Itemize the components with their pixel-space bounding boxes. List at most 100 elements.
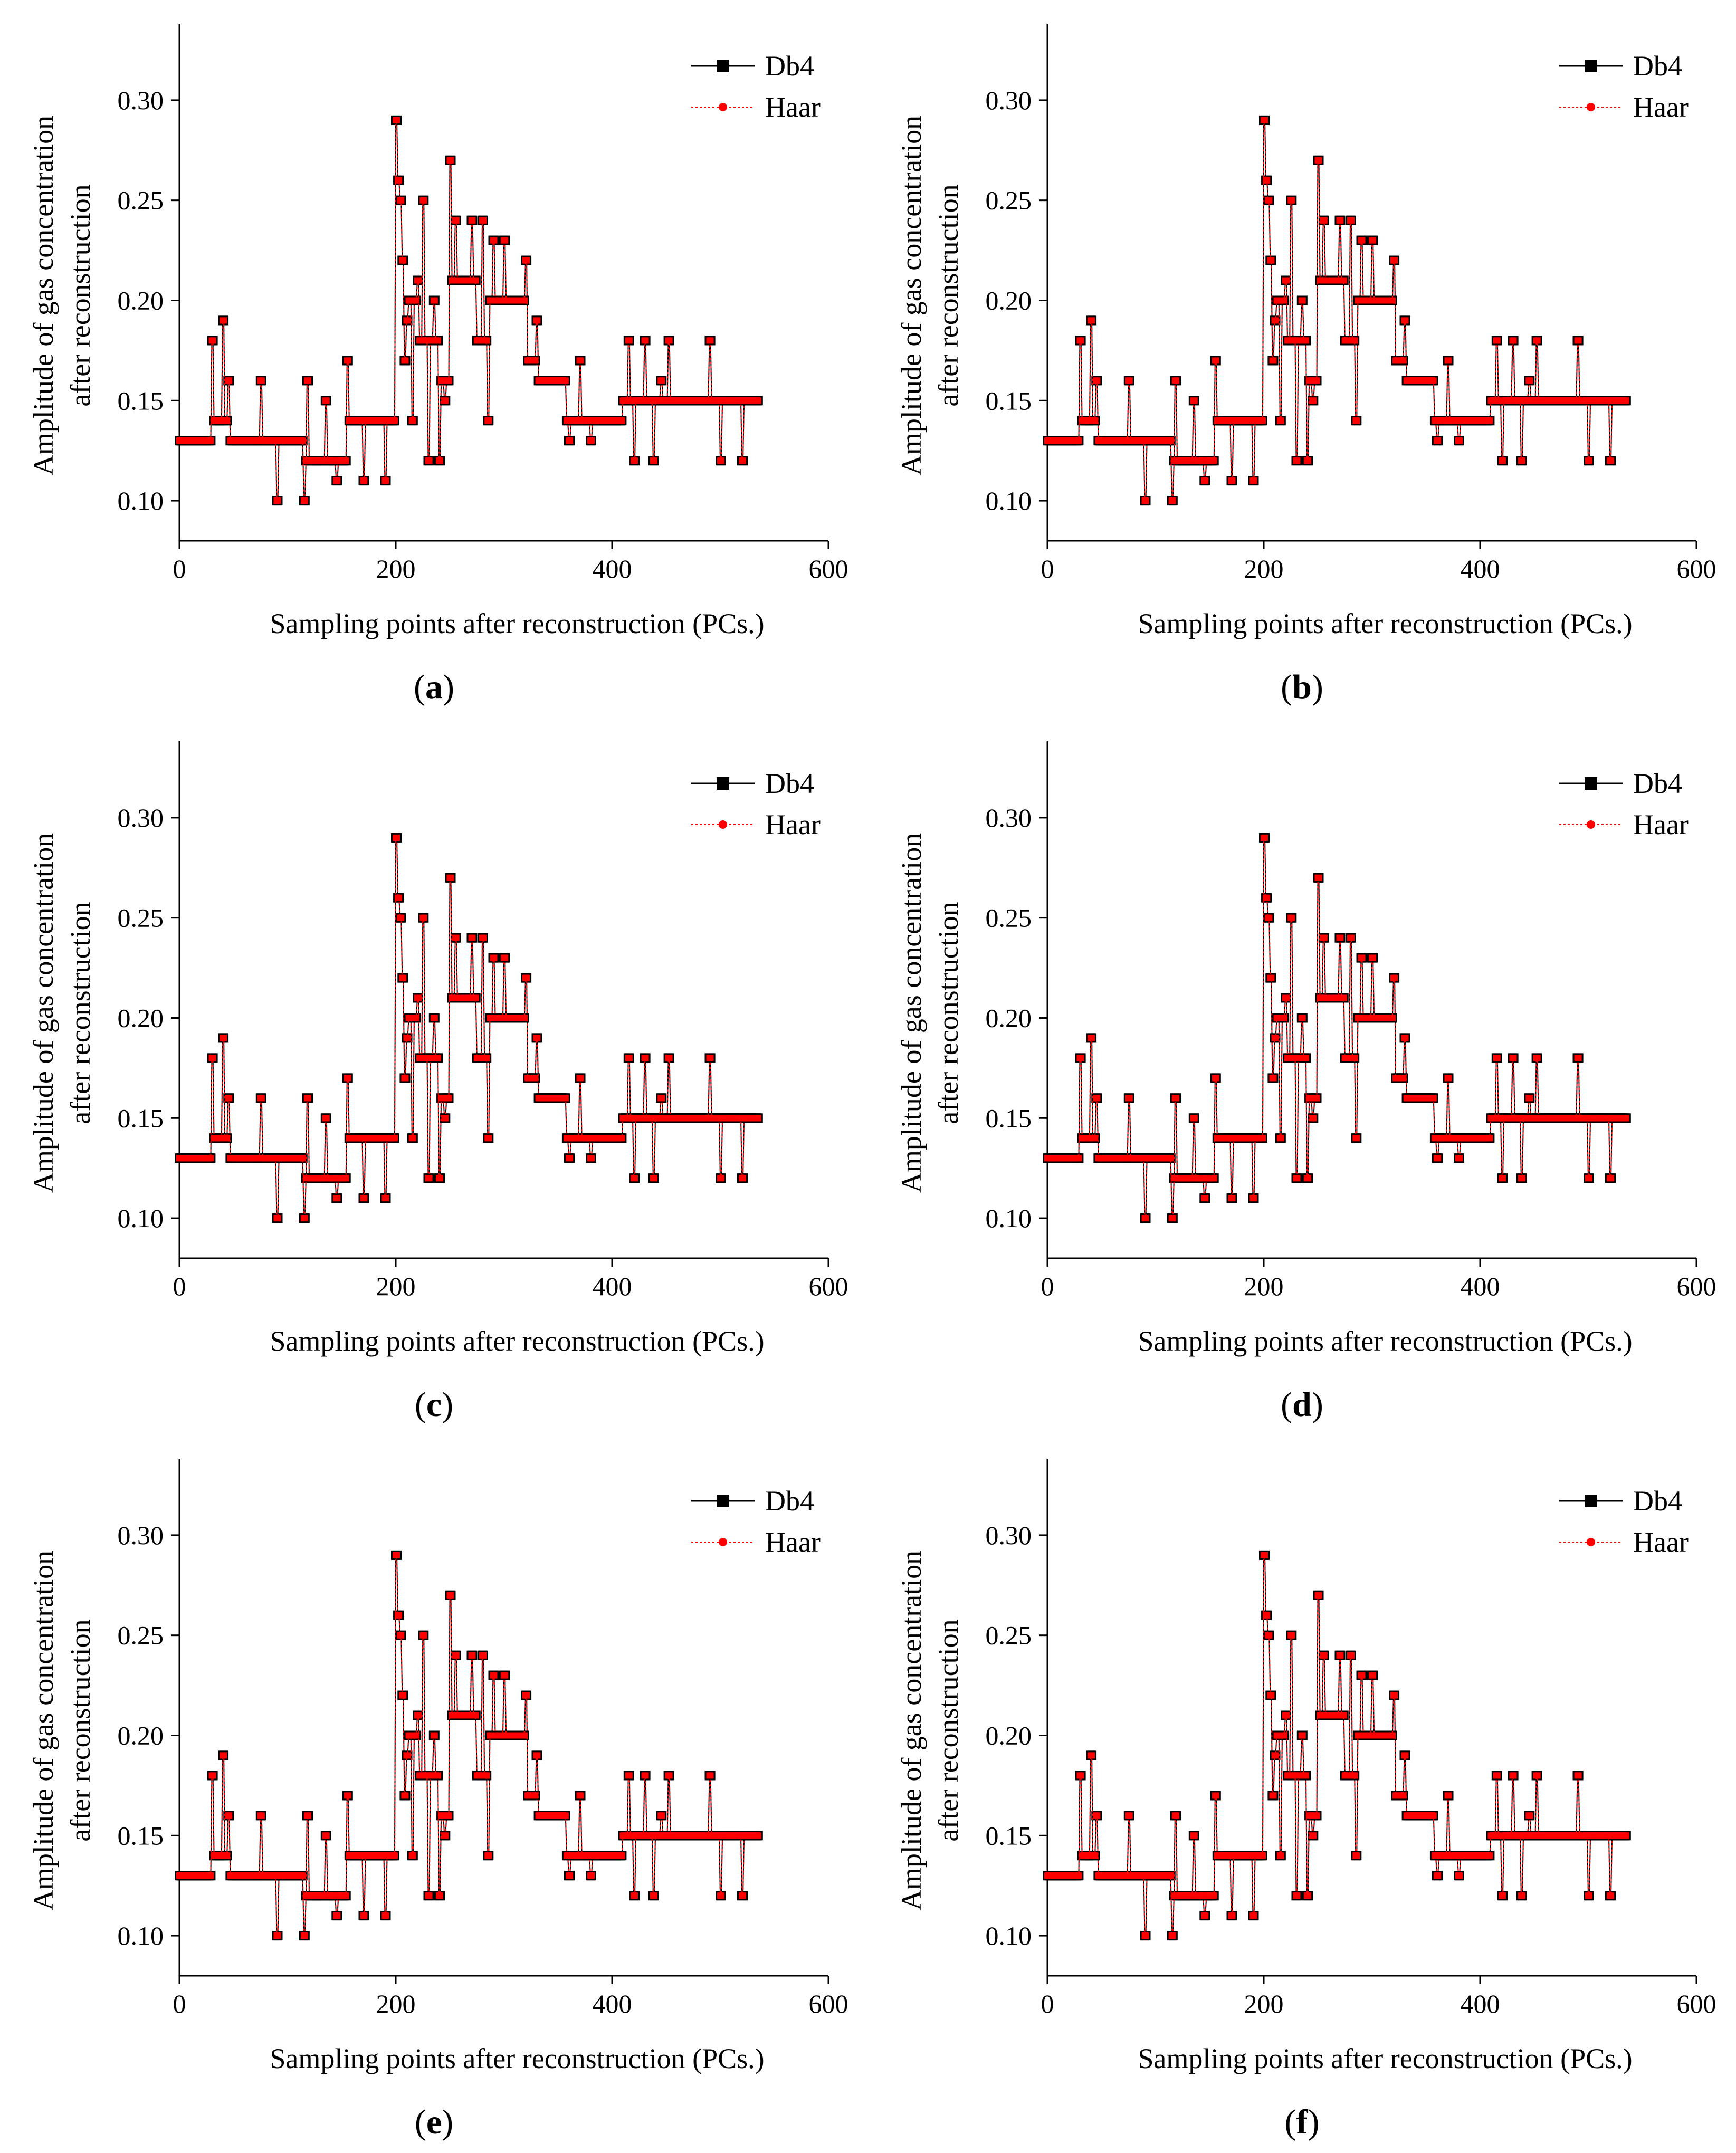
- haar-point: [1494, 337, 1501, 344]
- haar-point: [666, 337, 673, 344]
- haar-point: [1313, 1095, 1320, 1102]
- series-db4-markers: [1043, 115, 1631, 506]
- x-tick-label: 200: [376, 1271, 416, 1301]
- y-axis-label-line2: after reconstruction: [64, 184, 96, 406]
- haar-point: [361, 1195, 368, 1202]
- x-tick-label: 600: [1677, 1271, 1716, 1301]
- haar-point: [415, 277, 422, 284]
- haar-point: [1575, 337, 1582, 344]
- y-tick-label: 0.10: [118, 1921, 164, 1950]
- legend-haar-marker: [719, 103, 727, 111]
- x-axis-label: Sampling points after reconstruction (PC…: [270, 2043, 764, 2074]
- series-haar-markers: [1044, 117, 1629, 504]
- haar-point: [1142, 497, 1149, 504]
- haar-point: [301, 497, 308, 504]
- haar-point: [1277, 1135, 1284, 1142]
- haar-point: [413, 1015, 419, 1021]
- haar-point: [1351, 1055, 1358, 1061]
- x-tick-label: 600: [1677, 554, 1716, 583]
- haar-point: [1370, 237, 1377, 244]
- series-db4-markers: [175, 115, 763, 506]
- haar-point: [361, 477, 368, 484]
- haar-point: [1402, 317, 1409, 324]
- haar-point: [1210, 1175, 1217, 1182]
- haar-point: [1608, 1175, 1614, 1182]
- y-tick-label: 0.15: [986, 386, 1032, 415]
- haar-point: [1340, 994, 1347, 1001]
- legend-db4-marker: [1585, 60, 1597, 72]
- x-tick-label: 0: [173, 1271, 186, 1301]
- haar-point: [1262, 117, 1268, 123]
- haar-point: [502, 954, 509, 961]
- haar-point: [1510, 1055, 1517, 1061]
- haar-point: [383, 477, 389, 484]
- haar-point: [1092, 417, 1099, 424]
- haar-point: [651, 1175, 657, 1182]
- haar-point: [1359, 237, 1366, 244]
- panel-c: 0 200 400 600 0.10 0.15 0.20 0.25 0.30 Sampling p…: [0, 717, 868, 1435]
- haar-point: [209, 337, 216, 344]
- haar-point: [1229, 1195, 1236, 1202]
- series-db4-markers: [175, 833, 763, 1223]
- haar-point: [421, 197, 427, 204]
- legend-db4-label: Db4: [1633, 768, 1682, 799]
- haar-point: [274, 1215, 281, 1222]
- haar-point: [1191, 1115, 1198, 1122]
- haar-point: [447, 157, 454, 164]
- haar-point: [402, 357, 409, 364]
- haar-point: [1310, 397, 1317, 404]
- haar-point: [1289, 197, 1295, 204]
- haar-point: [755, 1115, 761, 1122]
- haar-point: [1262, 834, 1268, 841]
- series-haar-markers: [176, 834, 761, 1222]
- haar-point: [334, 477, 341, 484]
- haar-point: [1202, 477, 1209, 484]
- haar-point: [1391, 257, 1398, 264]
- haar-point: [651, 457, 657, 464]
- series-db4-markers: [1043, 833, 1631, 1223]
- haar-point: [1586, 1175, 1592, 1182]
- legend-db4-marker: [1585, 777, 1597, 790]
- haar-point: [396, 177, 403, 184]
- haar-point: [334, 1195, 341, 1202]
- haar-point: [301, 1215, 308, 1222]
- y-tick-label: 0.30: [118, 85, 164, 115]
- haar-point: [323, 1115, 330, 1122]
- legend-db4-label: Db4: [765, 50, 814, 82]
- haar-point: [1281, 297, 1287, 304]
- legend-haar-marker: [1587, 103, 1595, 111]
- haar-point: [1305, 457, 1311, 464]
- y-tick-label: 0.15: [118, 386, 164, 415]
- haar-point: [626, 1055, 633, 1061]
- haar-point: [1519, 1175, 1525, 1182]
- haar-point: [426, 457, 433, 464]
- haar-point: [224, 1135, 231, 1142]
- haar-point: [394, 834, 400, 841]
- y-axis-label-line1: Amplitude of gas concentration: [27, 833, 59, 1193]
- haar-point: [534, 1035, 541, 1041]
- haar-point: [1400, 1075, 1407, 1082]
- x-tick-label: 400: [593, 554, 632, 583]
- haar-point: [1260, 417, 1266, 424]
- haar-point: [1281, 1015, 1287, 1021]
- haar-point: [469, 217, 476, 224]
- y-tick-label: 0.15: [118, 1821, 164, 1850]
- haar-point: [485, 1135, 492, 1142]
- y-tick-label: 0.10: [986, 486, 1032, 515]
- haar-point: [1089, 317, 1095, 324]
- haar-point: [1268, 974, 1275, 981]
- haar-point: [1272, 1035, 1279, 1041]
- haar-point: [1519, 457, 1525, 464]
- haar-point: [740, 1175, 746, 1182]
- haar-point: [1623, 1115, 1629, 1122]
- haar-point: [562, 1095, 569, 1102]
- x-tick-label: 600: [809, 1271, 848, 1301]
- x-tick-label: 200: [1244, 554, 1284, 583]
- haar-point: [1353, 417, 1360, 424]
- haar-point: [1527, 377, 1533, 384]
- haar-point: [1092, 1135, 1099, 1142]
